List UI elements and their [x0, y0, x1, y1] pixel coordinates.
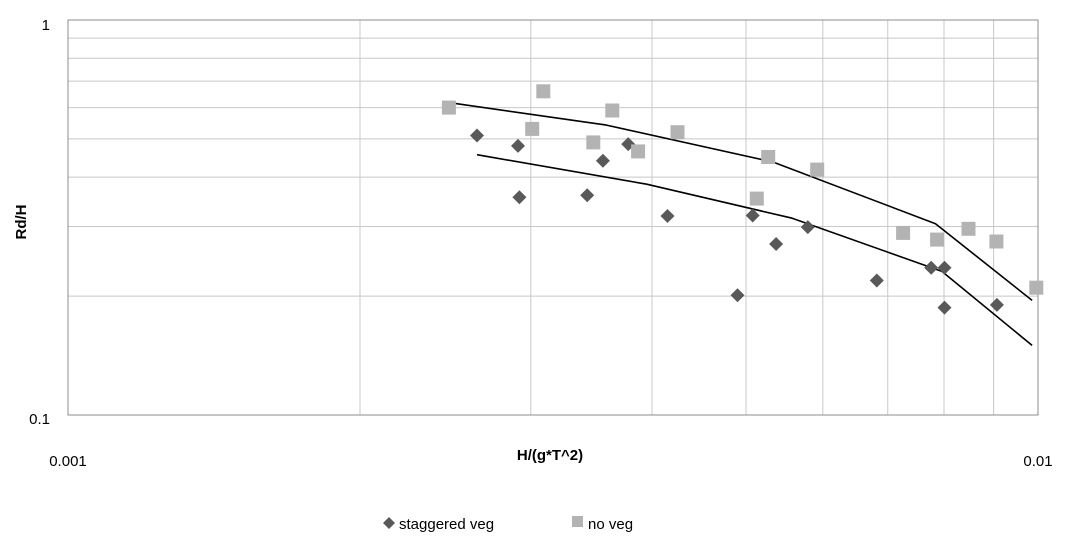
legend: staggered veg no veg — [383, 516, 633, 533]
point-staggered-veg — [511, 138, 525, 153]
point-no-veg — [1029, 280, 1044, 295]
point-no-veg — [896, 225, 911, 240]
point-staggered-veg — [869, 273, 884, 288]
point-no-veg — [441, 100, 456, 115]
y-tick-label-bottom: 0.1 — [29, 411, 50, 428]
point-no-veg — [631, 144, 646, 159]
legend-marker-no-veg — [572, 516, 583, 527]
point-staggered-veg — [745, 208, 760, 223]
point-staggered-veg — [937, 300, 952, 315]
point-staggered-veg — [800, 220, 815, 235]
point-no-veg — [586, 135, 601, 150]
point-staggered-veg — [660, 209, 675, 223]
point-staggered-veg — [470, 128, 484, 143]
point-staggered-veg — [924, 260, 939, 275]
x-tick-label-right: 0.01 — [1023, 453, 1052, 470]
grid — [68, 20, 1038, 415]
point-staggered-veg — [730, 288, 745, 303]
point-no-veg — [989, 234, 1004, 249]
point-staggered-veg — [580, 188, 595, 203]
x-axis-title: H/(g*T^2) — [517, 447, 583, 464]
y-axis-title: Rd/H — [13, 205, 30, 240]
legend-label-no-veg: no veg — [588, 516, 633, 533]
point-no-veg — [536, 84, 551, 99]
point-no-veg — [810, 162, 825, 177]
point-no-veg — [761, 150, 776, 164]
point-no-veg — [749, 191, 764, 206]
y-tick-label-top: 1 — [42, 17, 50, 34]
point-staggered-veg — [595, 153, 610, 168]
point-no-veg — [525, 121, 540, 136]
trendline-staggered-veg — [476, 153, 1033, 347]
point-staggered-veg — [989, 297, 1004, 312]
point-no-veg — [605, 103, 620, 118]
point-staggered-veg — [769, 237, 784, 251]
plot-area — [67, 19, 1039, 416]
point-no-veg — [961, 221, 976, 236]
legend-marker-staggered-veg — [383, 517, 395, 529]
data-points — [441, 84, 1044, 315]
point-no-veg — [930, 232, 945, 247]
point-no-veg — [670, 125, 685, 140]
x-tick-label-left: 0.001 — [49, 453, 87, 470]
point-staggered-veg — [512, 190, 527, 205]
point-staggered-veg — [937, 260, 952, 275]
legend-label-staggered-veg: staggered veg — [399, 516, 494, 533]
